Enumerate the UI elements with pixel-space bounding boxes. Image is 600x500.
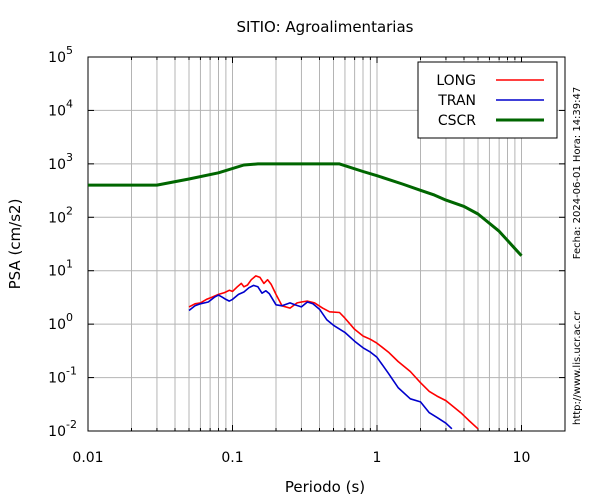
y-tick-label-exponent: 3 [66,151,73,164]
y-tick-label: 10 [48,264,66,280]
y-tick-label-exponent: 2 [66,204,73,217]
y-tick-label: 10 [48,157,66,173]
y-tick-label-exponent: 0 [66,311,73,324]
y-tick-label: 10 [48,210,66,226]
series-line-long [188,275,479,430]
chart-title: SITIO: Agroalimentarias [237,18,414,36]
y-axis-label: PSA (cm/s2) [6,199,24,290]
series-line-cscr [88,162,523,257]
legend: LONG TRAN CSCR [417,61,558,139]
series-line-tran [188,284,453,430]
y-tick-label: 10 [48,371,66,387]
y-tick-label-exponent: -1 [66,365,77,378]
x-tick-label: 0.1 [221,450,243,466]
y-tick-label-exponent: 5 [66,44,73,57]
y-tick-label: 10 [48,103,66,119]
y-tick-label-exponent: -2 [66,418,77,431]
legend-label-cscr: CSCR [438,113,476,129]
plot-frame [87,56,566,432]
website-text: http://www.lis.ucr.ac.cr [572,310,583,425]
y-tick-label: 10 [48,50,66,66]
x-axis-label: Periodo (s) [285,478,365,496]
y-tick-label-exponent: 1 [66,258,73,271]
x-tick-label: 1 [373,450,382,466]
legend-label-tran: TRAN [437,93,476,109]
grid-lines [87,56,566,432]
series-lines [88,162,523,430]
x-tick-label: 10 [513,450,531,466]
y-tick-label-exponent: 4 [66,97,73,110]
timestamp-text: Fecha: 2024-06-01 Hora: 14:39:47 [572,87,583,260]
x-tick-label: 0.01 [72,450,103,466]
legend-label-long: LONG [436,73,476,89]
y-tick-label: 10 [48,317,66,333]
y-tick-label: 10 [48,424,66,440]
